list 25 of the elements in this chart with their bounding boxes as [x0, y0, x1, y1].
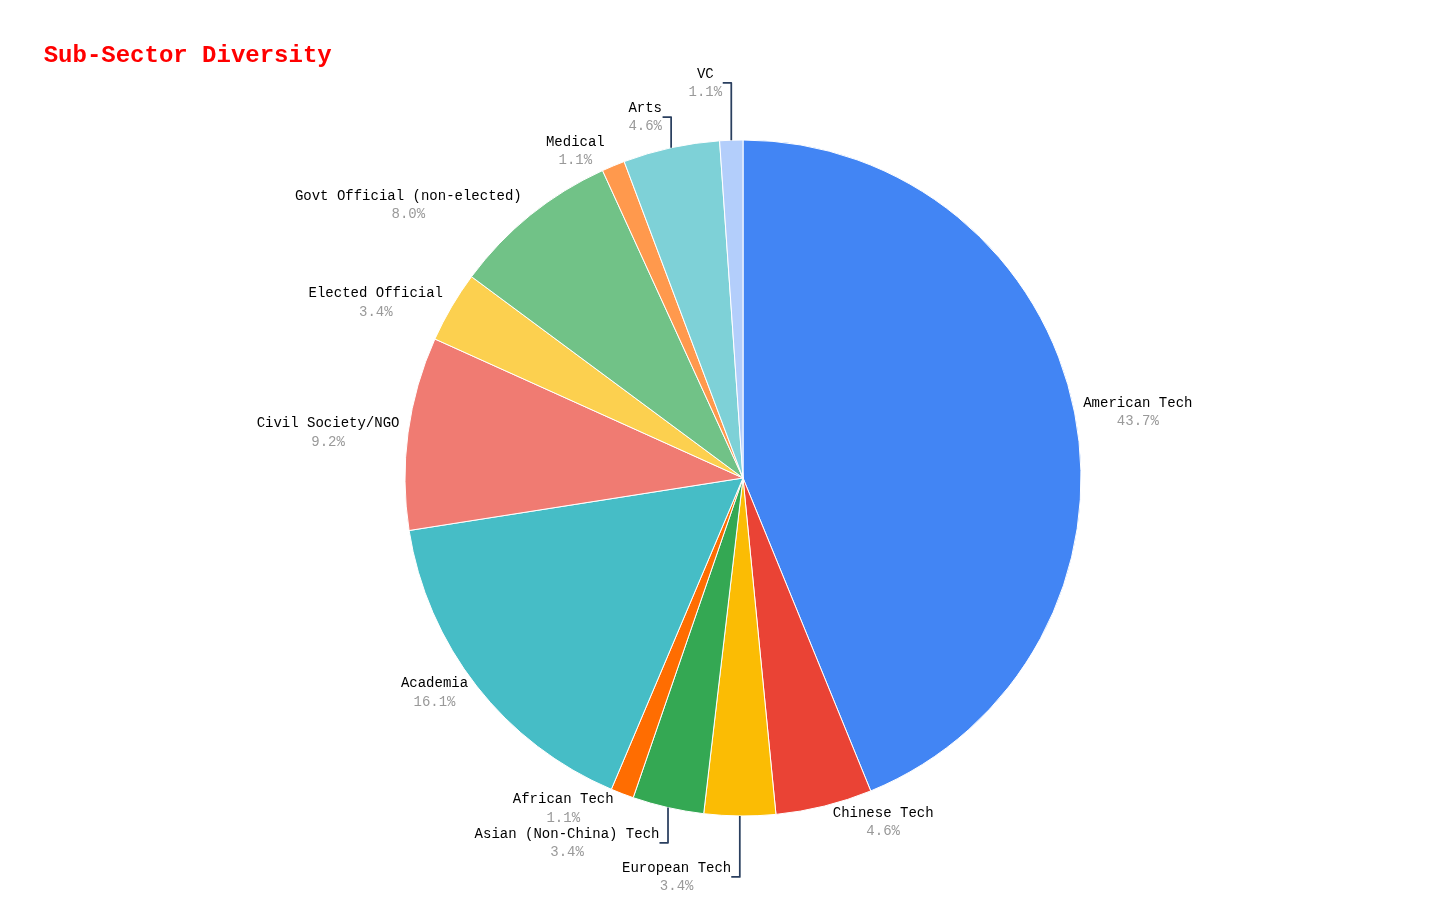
data-label: 1.1% — [558, 152, 593, 169]
data-label: 3.4% — [659, 878, 695, 895]
slice-label: Govt Official (non-elected) — [294, 187, 522, 204]
slice-label: Medical — [545, 134, 605, 151]
slice-label: VC — [696, 65, 714, 82]
slice-label: European Tech — [622, 859, 732, 876]
slice-label: Chinese Tech — [832, 805, 934, 822]
data-label: 4.6% — [866, 823, 901, 840]
slice-label: Academia — [400, 675, 469, 692]
data-label: 3.4% — [550, 843, 585, 860]
data-label: 8.0% — [391, 206, 426, 223]
slice-label: African Tech — [512, 791, 614, 808]
data-label: 3.4% — [358, 303, 394, 320]
slice-label: Asian (Non-China) Tech — [474, 825, 660, 842]
data-label: 1.1% — [688, 84, 723, 100]
data-label: 1.1% — [546, 809, 581, 826]
data-label: 9.2% — [311, 433, 346, 450]
data-label: 16.1% — [413, 693, 457, 710]
data-label: 43.7% — [1116, 413, 1160, 430]
slice-label: American Tech — [1083, 395, 1193, 412]
chart-title: Sub-Sector Diversity — [43, 41, 332, 69]
slice-label: Civil Society/NGO — [256, 415, 400, 432]
slice-label: Arts — [628, 100, 662, 116]
slice-label: Elected Official — [308, 285, 443, 302]
data-label: 4.6% — [628, 118, 663, 135]
